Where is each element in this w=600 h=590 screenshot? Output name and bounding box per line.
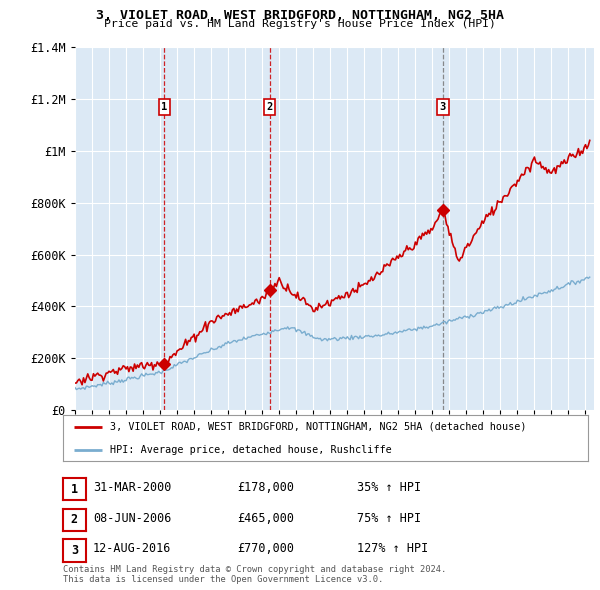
Text: HPI: Average price, detached house, Rushcliffe: HPI: Average price, detached house, Rush… — [110, 445, 392, 455]
Text: Contains HM Land Registry data © Crown copyright and database right 2024.
This d: Contains HM Land Registry data © Crown c… — [63, 565, 446, 584]
Text: £770,000: £770,000 — [237, 542, 294, 555]
Text: 2: 2 — [71, 513, 78, 526]
Text: 12-AUG-2016: 12-AUG-2016 — [93, 542, 172, 555]
Text: 3, VIOLET ROAD, WEST BRIDGFORD, NOTTINGHAM, NG2 5HA (detached house): 3, VIOLET ROAD, WEST BRIDGFORD, NOTTINGH… — [110, 422, 527, 432]
Text: 08-JUN-2006: 08-JUN-2006 — [93, 512, 172, 525]
Text: 75% ↑ HPI: 75% ↑ HPI — [357, 512, 421, 525]
Text: 31-MAR-2000: 31-MAR-2000 — [93, 481, 172, 494]
Text: 2: 2 — [266, 102, 273, 112]
Text: Price paid vs. HM Land Registry's House Price Index (HPI): Price paid vs. HM Land Registry's House … — [104, 19, 496, 30]
Text: 3, VIOLET ROAD, WEST BRIDGFORD, NOTTINGHAM, NG2 5HA: 3, VIOLET ROAD, WEST BRIDGFORD, NOTTINGH… — [96, 9, 504, 22]
Text: 3: 3 — [440, 102, 446, 112]
Text: 1: 1 — [161, 102, 167, 112]
Text: 127% ↑ HPI: 127% ↑ HPI — [357, 542, 428, 555]
Text: £465,000: £465,000 — [237, 512, 294, 525]
Text: £178,000: £178,000 — [237, 481, 294, 494]
Text: 1: 1 — [71, 483, 78, 496]
Text: 3: 3 — [71, 544, 78, 557]
Text: 35% ↑ HPI: 35% ↑ HPI — [357, 481, 421, 494]
